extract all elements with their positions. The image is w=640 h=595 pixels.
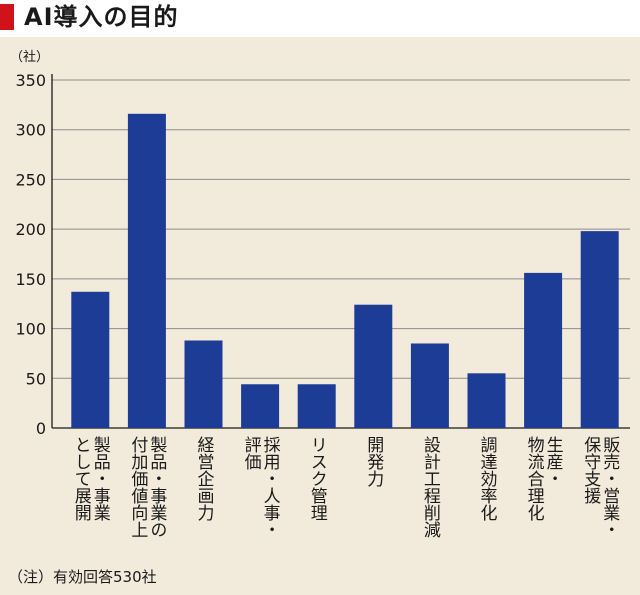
category-label: 経営企画力 (194, 436, 215, 521)
bar (354, 304, 393, 428)
category-label: 開発力 (363, 436, 384, 487)
bar (524, 272, 563, 428)
category-label: 付加価値向上 (127, 436, 148, 538)
bar (241, 384, 280, 428)
header-bar: AI導入の目的 (0, 0, 640, 37)
category-label: 製品・事業の (146, 436, 167, 538)
category-label: リスク管理 (307, 436, 328, 521)
y-tick-label: 250 (15, 170, 46, 189)
y-tick-label: 150 (15, 270, 46, 289)
category-label: 物流合理化 (524, 436, 545, 521)
y-tick-label: 300 (15, 121, 46, 140)
bar (184, 340, 223, 428)
category-label: 製品・事業 (90, 436, 111, 521)
y-tick-label: 50 (26, 369, 46, 388)
category-label: 評価 (241, 436, 262, 470)
bar (127, 113, 166, 428)
bar (410, 343, 449, 428)
y-tick-label: 0 (36, 419, 46, 438)
category-label: 採用・人事・ (260, 436, 281, 538)
category-label: 保守支援 (580, 436, 601, 505)
bar (71, 291, 110, 428)
category-label: として展開 (71, 436, 92, 522)
bar (580, 231, 619, 428)
category-label: 設計工程削減 (420, 436, 441, 538)
category-label: 生産・ (543, 436, 564, 487)
category-label: 販売・営業・ (599, 436, 620, 538)
y-tick-label: 200 (15, 220, 46, 239)
chart-title: AI導入の目的 (24, 3, 179, 31)
bar (297, 384, 336, 428)
bar (467, 373, 506, 428)
category-label: 調達効率化 (477, 436, 498, 521)
y-axis-unit-label: （社） (10, 50, 50, 65)
footnote: （注）有効回答530社 (8, 568, 157, 586)
title-accent-marker (0, 4, 14, 30)
y-tick-label: 350 (15, 71, 46, 90)
y-tick-label: 100 (15, 320, 46, 339)
